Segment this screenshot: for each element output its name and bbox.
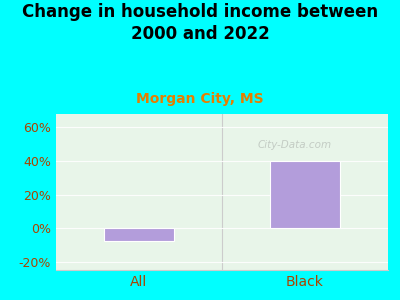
Bar xyxy=(270,161,340,228)
Text: Change in household income between
2000 and 2022: Change in household income between 2000 … xyxy=(22,3,378,43)
Bar xyxy=(104,228,174,242)
Text: Morgan City, MS: Morgan City, MS xyxy=(136,92,264,106)
Text: City-Data.com: City-Data.com xyxy=(258,140,332,150)
